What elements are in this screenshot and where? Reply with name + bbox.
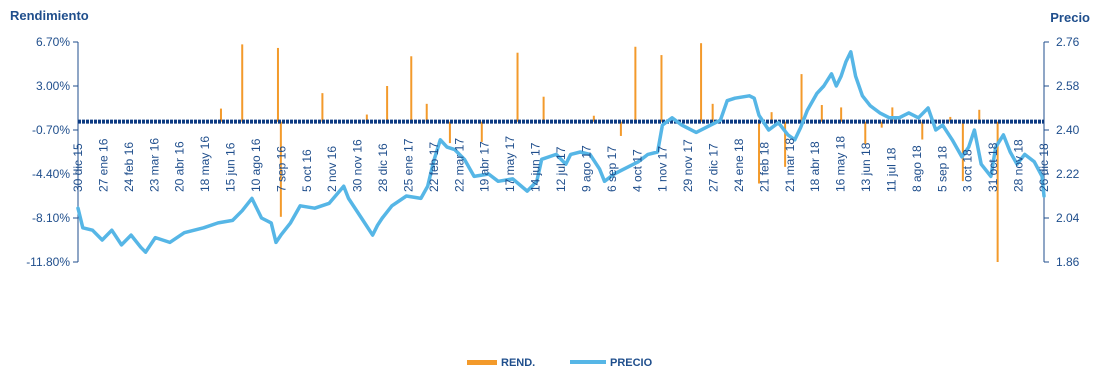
rend-bar xyxy=(386,86,389,122)
x-tick-label: 16 may 18 xyxy=(834,136,848,192)
right-tick-label: 1.86 xyxy=(1056,255,1080,269)
left-tick-label: -11.80% xyxy=(26,255,70,269)
x-tick-label: 17 may 17 xyxy=(503,136,517,192)
x-tick-label: 24 feb 16 xyxy=(122,142,136,192)
x-tick-label: 18 abr 18 xyxy=(808,141,822,192)
x-tick-label: 9 ago 17 xyxy=(579,145,593,192)
x-tick-label: 5 oct 16 xyxy=(300,149,314,192)
x-tick-label: 8 ago 18 xyxy=(910,145,924,192)
x-tick-label: 14 jun 17 xyxy=(529,142,543,192)
rend-bar xyxy=(516,52,519,122)
rend-bar xyxy=(891,107,894,122)
right-axis-title: Precio xyxy=(1050,10,1090,25)
rend-bar xyxy=(864,121,867,145)
legend-label-precio: PRECIO xyxy=(610,357,653,369)
x-tick-label: 27 dic 17 xyxy=(707,143,721,192)
rend-bar xyxy=(840,107,843,122)
rend-bar xyxy=(820,105,823,122)
x-tick-label: 3 oct 18 xyxy=(961,149,975,192)
rend-bar xyxy=(758,121,761,184)
rend-bar xyxy=(480,121,483,142)
x-tick-label: 13 jun 18 xyxy=(859,142,873,192)
legend-label-rend: REND. xyxy=(501,357,535,369)
rend-bar xyxy=(241,44,244,122)
rend-bar xyxy=(949,116,952,122)
x-tick-label: 18 may 16 xyxy=(198,136,212,192)
x-tick-label: 11 jul 18 xyxy=(884,147,898,192)
x-tick-label: 7 sep 16 xyxy=(274,146,288,192)
rend-bar xyxy=(921,121,924,140)
x-tick-label: 26 dic 18 xyxy=(1037,143,1051,192)
x-tick-label: 2 nov 16 xyxy=(325,146,339,192)
x-tick-label: 29 nov 17 xyxy=(681,139,695,192)
right-tick-label: 2.22 xyxy=(1056,167,1080,181)
rend-bar xyxy=(365,114,368,122)
rend-bar xyxy=(321,93,324,122)
rend-bar xyxy=(219,108,222,122)
rend-bar xyxy=(996,121,999,262)
rend-bar xyxy=(880,121,883,128)
x-tick-label: 27 ene 16 xyxy=(96,138,110,192)
rend-bar xyxy=(784,121,787,167)
x-tick-label: 25 ene 17 xyxy=(401,138,415,192)
rend-bar xyxy=(660,55,663,122)
rend-bar xyxy=(279,121,282,217)
x-tick-label: 21 mar 18 xyxy=(783,138,797,192)
rend-bar xyxy=(425,103,428,122)
x-tick-label: 28 dic 16 xyxy=(376,143,390,192)
rend-bar xyxy=(592,115,595,122)
right-tick-label: 2.40 xyxy=(1056,123,1080,137)
x-tick-label: 31 oct 18 xyxy=(986,142,1000,192)
x-tick-label: 21 feb 18 xyxy=(757,142,771,192)
left-tick-label: -8.10% xyxy=(32,211,70,225)
x-tick-label: 1 nov 17 xyxy=(656,146,670,192)
x-tick-label: 5 sep 18 xyxy=(935,146,949,192)
right-tick-label: 2.58 xyxy=(1056,79,1080,93)
rend-bar xyxy=(634,46,637,122)
rend-bar xyxy=(711,103,714,122)
x-tick-label: 19 abr 17 xyxy=(478,141,492,192)
right-tick-label: 2.04 xyxy=(1056,211,1080,225)
rend-bar xyxy=(770,112,773,122)
rend-bar xyxy=(276,47,279,122)
legend-swatch-rend xyxy=(467,360,497,365)
rend-bar xyxy=(410,56,413,122)
x-tick-label: 4 oct 17 xyxy=(630,149,644,192)
x-tick-label: 22 feb 17 xyxy=(427,142,441,192)
rend-bar xyxy=(961,121,964,182)
x-tick-label: 22 mar 17 xyxy=(452,138,466,192)
rend-bar xyxy=(800,74,803,122)
precio-series-line xyxy=(76,50,1046,254)
left-axis-title: Rendimiento xyxy=(10,8,89,23)
rend-bar xyxy=(978,109,981,122)
right-tick-label: 2.76 xyxy=(1056,35,1080,49)
left-tick-label: 3.00% xyxy=(36,79,70,93)
left-tick-label: 6.70% xyxy=(36,35,70,49)
left-tick-label: -4.40% xyxy=(32,167,70,181)
x-tick-label: 20 abr 16 xyxy=(173,141,187,192)
x-tick-label: 24 ene 18 xyxy=(732,138,746,192)
x-tick-label: 6 sep 17 xyxy=(605,146,619,192)
x-tick-label: 30 dic 15 xyxy=(71,143,85,192)
x-tick-label: 15 jun 16 xyxy=(224,142,238,192)
x-tick-label: 28 nov 18 xyxy=(1012,139,1026,192)
x-tick-label: 12 jul 17 xyxy=(554,146,568,192)
rend-bar xyxy=(700,43,703,122)
x-tick-label: 30 nov 16 xyxy=(351,139,365,192)
left-tick-label: -0.70% xyxy=(32,123,70,137)
x-tick-label: 23 mar 16 xyxy=(147,138,161,192)
x-tick-label: 10 ago 16 xyxy=(249,138,263,192)
rend-bar xyxy=(542,96,545,122)
rend-bar xyxy=(619,121,622,136)
rend-bar xyxy=(448,121,451,144)
